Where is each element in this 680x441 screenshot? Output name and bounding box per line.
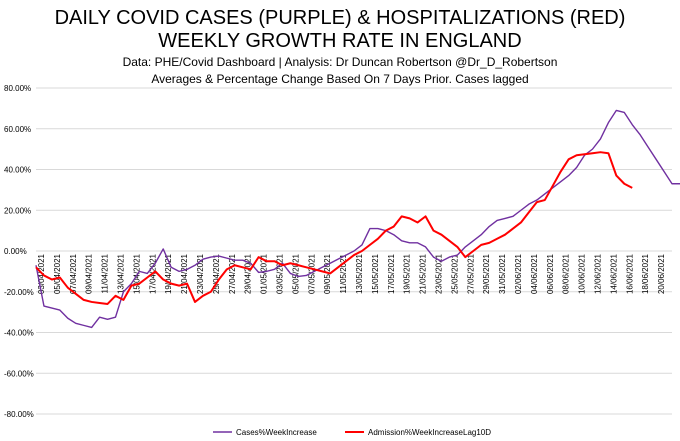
x-tick-label: 21/04/2021 bbox=[180, 253, 189, 294]
x-tick-label: 18/06/2021 bbox=[641, 253, 650, 294]
y-tick-label: -60.00% bbox=[4, 369, 34, 378]
x-tick-label: 15/04/2021 bbox=[132, 253, 141, 294]
y-tick-label: -40.00% bbox=[4, 329, 34, 338]
x-tick-label: 21/05/2021 bbox=[419, 253, 428, 294]
x-tick-label: 13/05/2021 bbox=[355, 253, 364, 294]
x-tick-label: 05/04/2021 bbox=[53, 253, 62, 294]
x-tick-label: 11/04/2021 bbox=[101, 253, 110, 293]
x-tick-label: 14/06/2021 bbox=[609, 253, 618, 294]
x-tick-label: 25/05/2021 bbox=[450, 253, 459, 294]
x-tick-label: 10/06/2021 bbox=[578, 253, 587, 294]
y-tick-label: 80.00% bbox=[4, 84, 31, 93]
chart-subtitle: Data: PHE/Covid Dashboard | Analysis: Dr… bbox=[122, 55, 558, 69]
y-tick-label: 60.00% bbox=[4, 125, 31, 134]
x-tick-label: 19/05/2021 bbox=[403, 253, 412, 294]
x-tick-label: 29/04/2021 bbox=[244, 253, 253, 294]
x-tick-label: 02/06/2021 bbox=[514, 253, 523, 294]
x-tick-label: 01/05/2021 bbox=[260, 253, 269, 294]
chart-title-line2: WEEKLY GROWTH RATE IN ENGLAND bbox=[158, 30, 522, 52]
x-tick-label: 25/04/2021 bbox=[212, 253, 221, 294]
x-tick-label: 29/05/2021 bbox=[482, 253, 491, 294]
y-tick-label: 40.00% bbox=[4, 166, 31, 175]
y-tick-label: 20.00% bbox=[4, 206, 31, 215]
x-tick-label: 13/04/2021 bbox=[117, 253, 126, 294]
x-tick-label: 09/04/2021 bbox=[85, 253, 94, 294]
x-tick-label: 31/05/2021 bbox=[498, 253, 507, 294]
x-tick-label: 12/06/2021 bbox=[594, 253, 603, 294]
x-tick-label: 05/05/2021 bbox=[291, 253, 300, 294]
x-tick-label: 07/05/2021 bbox=[307, 253, 316, 294]
x-tick-label: 08/06/2021 bbox=[562, 253, 571, 294]
legend-label: Admission%WeekIncreaseLag10D bbox=[368, 428, 491, 437]
x-tick-label: 23/04/2021 bbox=[196, 253, 205, 294]
x-tick-label: 27/04/2021 bbox=[228, 253, 237, 294]
series-line-admissions bbox=[35, 151, 633, 305]
x-tick-label: 07/04/2021 bbox=[69, 253, 78, 294]
x-tick-label: 16/06/2021 bbox=[625, 253, 634, 294]
x-tick-label: 27/05/2021 bbox=[466, 253, 475, 294]
y-tick-label: -20.00% bbox=[4, 288, 34, 297]
x-tick-label: 11/05/2021 bbox=[339, 253, 348, 293]
legend-label: Cases%WeekIncrease bbox=[236, 428, 317, 437]
chart-title: DAILY COVID CASES (PURPLE) & HOSPITALIZA… bbox=[54, 7, 626, 29]
x-tick-label: 19/04/2021 bbox=[164, 253, 173, 294]
x-tick-label: 23/05/2021 bbox=[435, 253, 444, 294]
x-tick-label: 06/06/2021 bbox=[546, 253, 555, 294]
x-tick-label: 04/06/2021 bbox=[530, 253, 539, 294]
x-tick-label: 15/05/2021 bbox=[371, 253, 380, 294]
x-tick-label: 20/06/2021 bbox=[657, 253, 666, 294]
y-tick-label: -80.00% bbox=[4, 410, 34, 419]
x-tick-label: 17/05/2021 bbox=[387, 253, 396, 294]
y-tick-label: 0.00% bbox=[4, 247, 27, 256]
series-line-cases bbox=[35, 109, 680, 329]
x-tick-label: 03/05/2021 bbox=[276, 253, 285, 294]
chart-subtitle-2: Averages & Percentage Change Based On 7 … bbox=[151, 72, 529, 86]
